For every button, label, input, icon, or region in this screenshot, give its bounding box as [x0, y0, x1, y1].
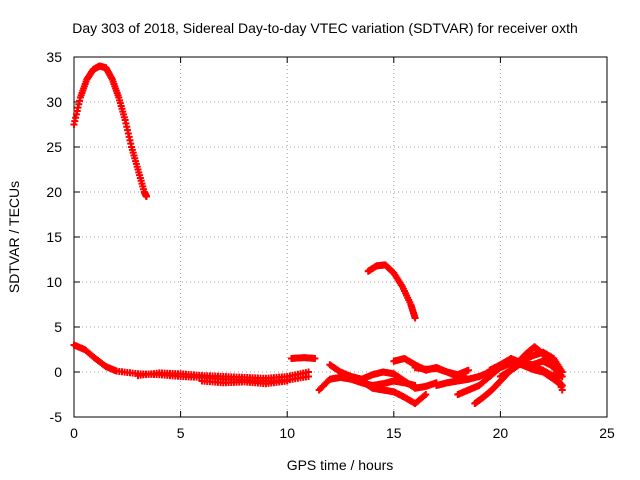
x-tick-label: 0	[70, 425, 78, 441]
x-tick-label: 25	[599, 425, 615, 441]
data-point	[283, 377, 291, 385]
series-base-c	[198, 377, 291, 388]
x-tick-label: 15	[386, 425, 402, 441]
y-tick-label: 20	[46, 184, 62, 200]
y-tick-label: -5	[50, 409, 63, 425]
y-tick-label: 35	[46, 49, 62, 65]
axis-ticks	[73, 56, 608, 418]
data-point	[558, 373, 566, 380]
y-tick-label: 25	[46, 139, 62, 155]
x-tick-label: 20	[493, 425, 509, 441]
data-point	[558, 386, 566, 394]
data-point	[305, 368, 313, 376]
series-seg-k	[496, 357, 566, 394]
x-tick-label: 5	[177, 425, 185, 441]
series-seg-f	[411, 364, 472, 379]
data-point	[422, 391, 430, 398]
y-tick-label: 15	[46, 229, 62, 245]
series-seg-a	[287, 354, 319, 362]
chart-title: Day 303 of 2018, Sidereal Day-to-day VTE…	[72, 20, 578, 36]
data-series	[70, 62, 566, 407]
series-seg-d	[358, 377, 430, 407]
x-axis-title: GPS time / hours	[287, 457, 394, 473]
y-tick-labels: -5 0 5 10 15 20 25 30 35	[46, 49, 62, 425]
data-point	[142, 193, 150, 200]
data-point	[311, 355, 319, 362]
y-tick-label: 5	[54, 319, 62, 335]
data-point	[420, 392, 428, 400]
x-tick-label: 10	[279, 425, 295, 441]
y-tick-label: 30	[46, 94, 62, 110]
x-tick-labels: 0 5 10 15 20 25	[70, 425, 615, 441]
y-tick-label: 0	[54, 364, 62, 380]
series-arc-mid	[364, 261, 419, 322]
data-point	[464, 366, 472, 374]
series-arc-early	[70, 62, 150, 200]
y-axis-title: SDTVAR / TECUs	[6, 181, 22, 293]
data-point	[411, 314, 419, 322]
y-tick-label: 10	[46, 274, 62, 290]
